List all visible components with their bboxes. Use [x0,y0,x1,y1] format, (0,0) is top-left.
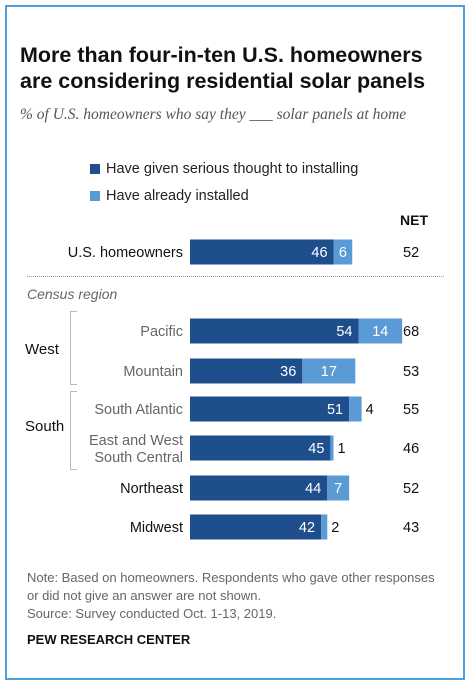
category-label: South Atlantic [94,402,183,418]
net-value: 52 [403,245,419,261]
data-label-installed: 17 [321,364,337,380]
bar-installed [349,396,362,422]
bar-thought [190,475,328,501]
bar-thought [190,435,331,461]
data-label-thought: 45 [308,441,324,457]
bar-thought [190,358,303,384]
category-label: U.S. homeowners [68,245,183,261]
section-divider [27,276,444,277]
data-label-installed: 14 [372,324,388,340]
data-label-thought: 51 [327,402,343,418]
data-label-thought: 54 [336,324,352,340]
data-label-installed: 1 [338,441,346,457]
legend-swatch-installed [90,191,100,201]
category-label: Northeast [120,481,183,497]
org-credit: PEW RESEARCH CENTER [27,632,191,647]
net-value: 43 [403,520,419,536]
net-value: 52 [403,481,419,497]
bar-installed [333,239,353,265]
legend-label-thought: Have given serious thought to installing [106,161,359,177]
data-label-installed: 4 [366,402,374,418]
bar-thought [190,318,359,344]
category-label: Pacific [140,324,183,340]
data-label-installed: 7 [334,481,342,497]
bar-thought [190,396,350,422]
chart-subtitle: % of U.S. homeowners who say they ___ so… [20,106,407,123]
bar-installed [330,435,334,461]
chart-source: Source: Survey conducted Oct. 1-13, 2019… [27,606,277,621]
category-label: East and West South Central [89,433,183,466]
bracket-south [70,391,77,470]
data-label-thought: 46 [311,245,327,261]
category-label: Mountain [123,364,183,380]
bar-thought [190,514,322,540]
chart-title: More than four-in-ten U.S. homeowners ar… [20,43,426,93]
category-label: Midwest [130,520,183,536]
net-value: 53 [403,364,419,380]
bar-installed [302,358,356,384]
legend-swatch-thought [90,164,100,174]
bar-installed [358,318,403,344]
data-label-installed: 2 [331,520,339,536]
net-value: 55 [403,402,419,418]
bar-installed [327,475,350,501]
net-value: 68 [403,324,419,340]
legend-item-thought: Have given serious thought to installing [90,161,358,177]
data-label-thought: 36 [280,364,296,380]
net-column-header: NET [400,212,428,228]
legend-item-installed: Have already installed [90,188,249,204]
net-value: 46 [403,441,419,457]
data-label-installed: 6 [339,245,347,261]
group-label-west: West [25,341,59,358]
section-label-census-region: Census region [27,286,118,302]
chart-note: Note: Based on homeowners. Respondents w… [27,570,435,603]
bar-installed [321,514,328,540]
data-label-thought: 44 [305,481,321,497]
group-label-south: South [25,418,65,435]
bracket-west [70,311,77,385]
data-label-thought: 42 [299,520,315,536]
legend-label-installed: Have already installed [106,188,249,204]
bar-thought [190,239,334,265]
